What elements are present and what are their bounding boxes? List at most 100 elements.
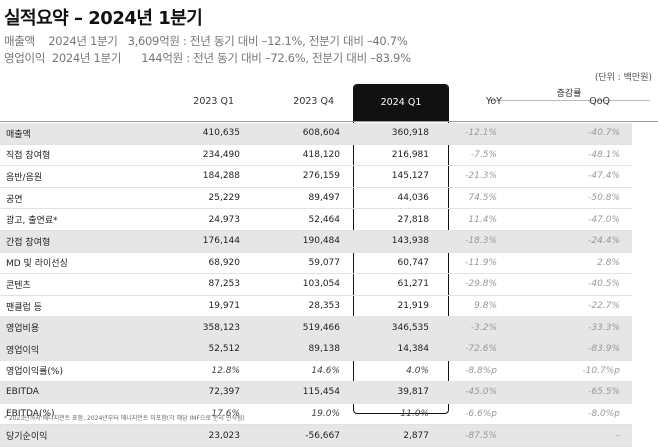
value-2023q1: 25,229 — [134, 187, 240, 210]
value-2023q4: 276,159 — [240, 165, 340, 188]
table-row: 영업이익률(%) 12.8% 14.6% 4.0% -8.8%p -10.7%p — [0, 360, 632, 383]
value-qoq: -83.9% — [497, 338, 632, 361]
value-2023q1: 176,144 — [134, 230, 240, 253]
value-2024q1: 216,981 — [340, 144, 429, 167]
summary-label: 매출액 — [4, 34, 35, 48]
value-qoq: -40.5% — [497, 273, 632, 296]
value-yoy: 74.5% — [429, 187, 497, 210]
value-2023q1: 72,397 — [134, 381, 240, 404]
value-2023q1: 358,123 — [134, 316, 240, 339]
page-title: 실적요약 – 2024년 1분기 — [4, 8, 203, 29]
col-header-2023q1: 2023 Q1 — [193, 96, 234, 107]
value-2023q1: 68,920 — [134, 252, 240, 275]
value-2023q1: 12.8% — [134, 360, 240, 383]
value-2024q1: 39,817 — [340, 381, 429, 404]
col-header-yoy: YoY — [485, 96, 502, 107]
value-2024q1: 14,384 — [340, 338, 429, 361]
row-label: 광고, 출연료* — [0, 208, 134, 231]
row-label: 팬클럽 등 — [0, 295, 134, 318]
value-2023q1: 52,512 — [134, 338, 240, 361]
col-header-qoq: QoQ — [589, 96, 610, 107]
value-2023q4: 28,353 — [240, 295, 340, 318]
row-label: 콘텐츠 — [0, 273, 134, 296]
summary-revenue: 매출액 2024년 1분기 3,609억원 : 전년 동기 대비 –12.1%,… — [4, 33, 408, 49]
value-2024q1: 61,271 — [340, 273, 429, 296]
unit-note: (단위 : 백만원) — [594, 73, 652, 83]
table-row: 영업이익 52,512 89,138 14,384 -72.6% -83.9% — [0, 338, 632, 361]
table-row: 당기순이익 23,023 -56,667 2,877 -87.5% – — [0, 424, 632, 447]
summary-value: 144억원 : 전년 동기 대비 –72.6%, 전분기 대비 –83.9% — [141, 51, 411, 65]
summary-operating-profit: 영업이익 2024년 1분기 144억원 : 전년 동기 대비 –72.6%, … — [4, 50, 411, 66]
value-2024q1: 346,535 — [340, 316, 429, 339]
value-2024q1: 2,877 — [340, 424, 429, 447]
value-2023q1: 24,973 — [134, 208, 240, 231]
summary-period: 2024년 1분기 — [48, 34, 118, 48]
change-group-divider — [488, 100, 650, 101]
value-qoq: -48.1% — [497, 144, 632, 167]
col-header-2023q4: 2023 Q4 — [293, 96, 334, 107]
value-2023q1: 23,023 — [134, 424, 240, 447]
value-qoq: -10.7%p — [497, 360, 632, 383]
row-label: 직접 참여형 — [0, 144, 134, 167]
value-2024q1: 60,747 — [340, 252, 429, 275]
footnote: * 2023년까지 매니지먼트 포함, 2024년부터 매니지먼트 미포함(각 … — [4, 415, 245, 422]
summary-label: 영업이익 — [4, 51, 46, 65]
value-yoy: -21.3% — [429, 165, 497, 188]
row-label: 음반/음원 — [0, 165, 134, 188]
table-row: 음반/음원 184,288 276,159 145,127 -21.3% -47.4% — [0, 165, 632, 188]
value-2024q1: 4.0% — [340, 360, 429, 383]
value-2023q4: 418,120 — [240, 144, 340, 167]
value-qoq: – — [497, 424, 632, 447]
value-2023q4: 14.6% — [240, 360, 340, 383]
value-2023q4: 519,466 — [240, 316, 340, 339]
value-2023q4: 52,464 — [240, 208, 340, 231]
value-qoq: -47.4% — [497, 165, 632, 188]
highlight-header-bg — [354, 85, 448, 121]
row-label: 영업이익률(%) — [0, 360, 134, 383]
value-yoy: -11.9% — [429, 252, 497, 275]
value-2024q1: 143,938 — [340, 230, 429, 253]
value-2023q4: -56,667 — [240, 424, 340, 447]
value-2024q1: 145,127 — [340, 165, 429, 188]
value-2023q1: 234,490 — [134, 144, 240, 167]
value-2024q1: 21,919 — [340, 295, 429, 318]
table-row: 매출액 410,635 608,604 360,918 -12.1% -40.7% — [0, 123, 632, 145]
header-divider — [0, 121, 658, 122]
value-qoq: -22.7% — [497, 295, 632, 318]
value-2023q4: 103,054 — [240, 273, 340, 296]
table-row: MD 및 라이선싱 68,920 59,077 60,747 -11.9% 2.8% — [0, 252, 632, 275]
row-label: 영업이익 — [0, 338, 134, 361]
value-yoy: -29.8% — [429, 273, 497, 296]
value-2024q1: 27,818 — [340, 208, 429, 231]
value-2023q4: 608,604 — [240, 123, 340, 145]
value-2023q4: 89,138 — [240, 338, 340, 361]
value-qoq: -65.5% — [497, 381, 632, 404]
change-group-label: 증감률 — [556, 89, 582, 99]
value-2023q4: 190,484 — [240, 230, 340, 253]
table-row: 콘텐츠 87,253 103,054 61,271 -29.8% -40.5% — [0, 273, 632, 296]
value-yoy: 11.4% — [429, 208, 497, 231]
value-2023q1: 184,288 — [134, 165, 240, 188]
value-yoy: -18.3% — [429, 230, 497, 253]
summary-value: 3,609억원 : 전년 동기 대비 –12.1%, 전분기 대비 –40.7% — [127, 34, 408, 48]
row-label: 간접 참여형 — [0, 230, 134, 253]
value-qoq: 2.8% — [497, 252, 632, 275]
row-label: 공연 — [0, 187, 134, 210]
table-row: 팬클럽 등 19,971 28,353 21,919 9.8% -22.7% — [0, 295, 632, 318]
summary-period: 2024년 1분기 — [51, 51, 122, 65]
value-yoy: -8.8%p — [429, 360, 497, 383]
table-row: 광고, 출연료* 24,973 52,464 27,818 11.4% -47.0% — [0, 208, 632, 231]
value-qoq: -33.3% — [497, 316, 632, 339]
value-yoy: 9.8% — [429, 295, 497, 318]
value-2023q4: 59,077 — [240, 252, 340, 275]
table-row: EBITDA 72,397 115,454 39,817 -45.0% -65.5% — [0, 381, 632, 404]
table-row: EBITDA(%) 17.6% 19.0% 11.0% -6.6%p -8.0%p — [0, 403, 632, 426]
value-2023q1: 410,635 — [134, 123, 240, 145]
table-row: 간접 참여형 176,144 190,484 143,938 -18.3% -24.4% — [0, 230, 632, 253]
value-yoy: -3.2% — [429, 316, 497, 339]
results-table: 매출액 410,635 608,604 360,918 -12.1% -40.7% 직접 참… — [0, 123, 632, 447]
value-yoy: -45.0% — [429, 381, 497, 404]
value-2024q1: 360,918 — [340, 123, 429, 145]
value-yoy: -7.5% — [429, 144, 497, 167]
row-label: 매출액 — [0, 123, 134, 145]
